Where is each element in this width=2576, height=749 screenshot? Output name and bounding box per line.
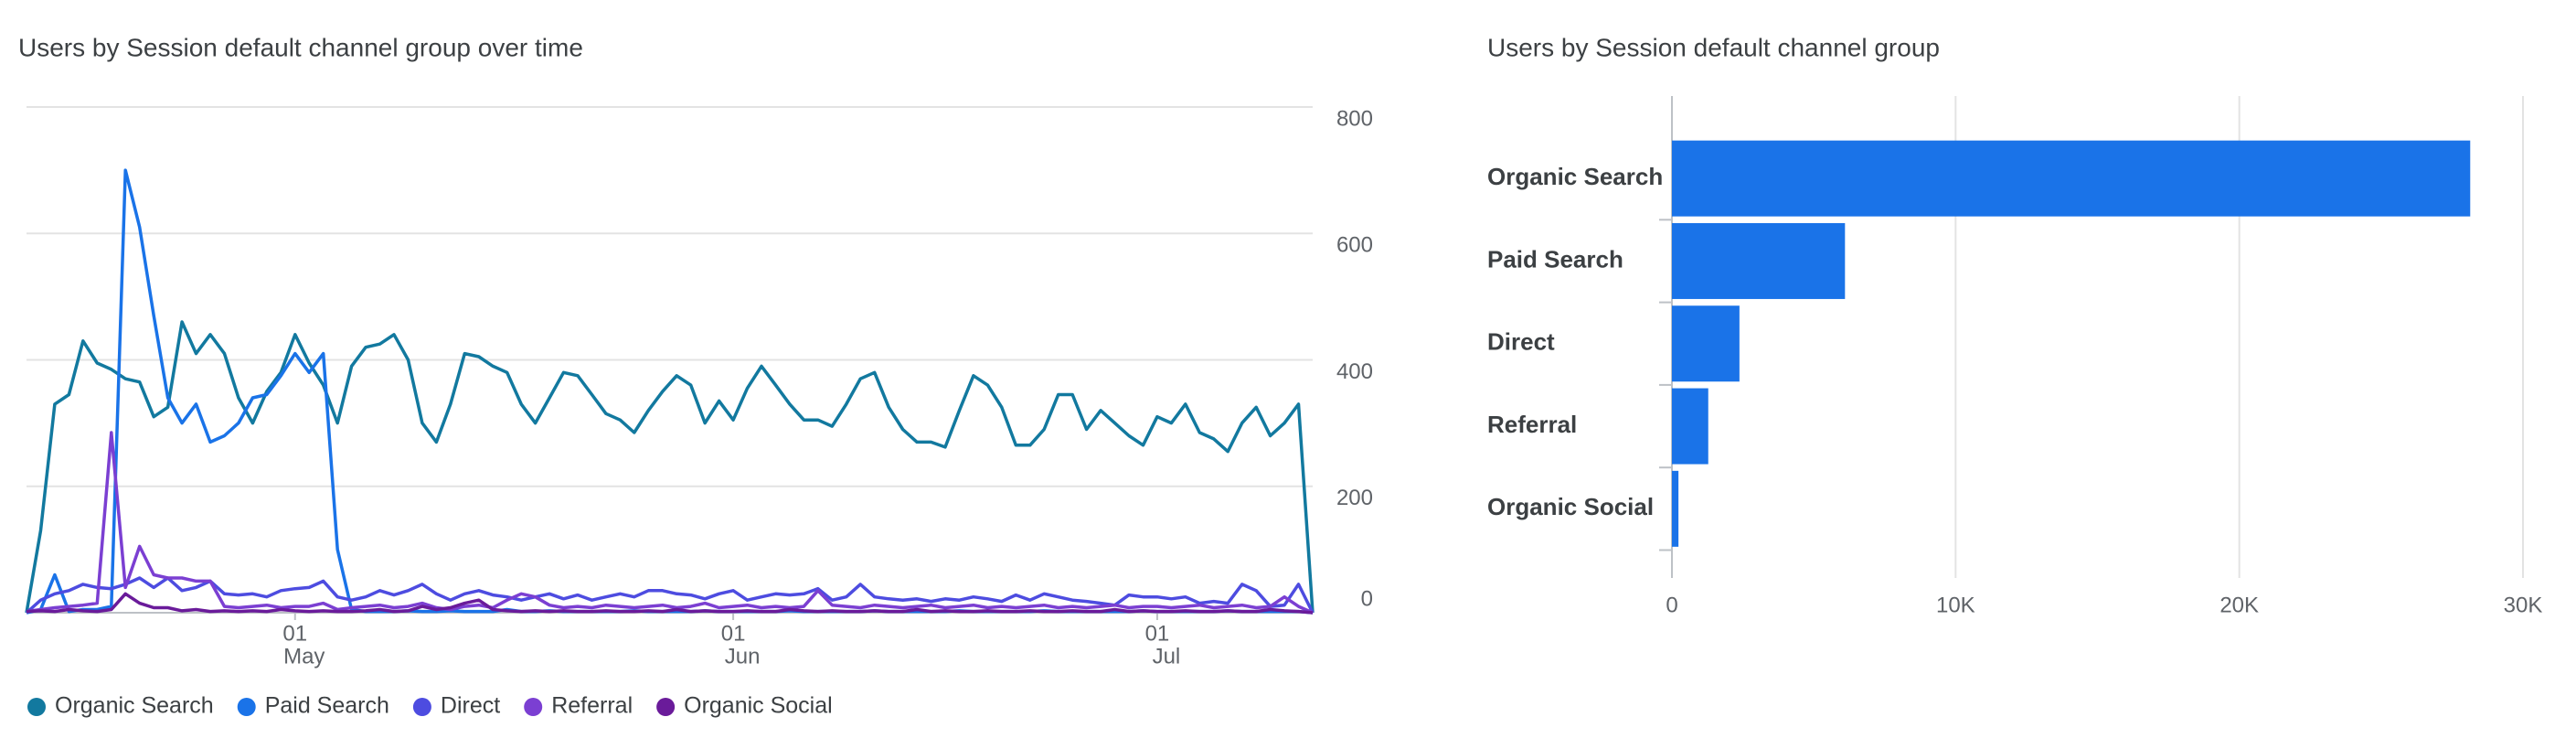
legend-label: Organic Social	[684, 693, 833, 719]
legend-marker	[524, 698, 543, 716]
x-tick-label: 10K	[1936, 593, 1975, 617]
bar	[1672, 470, 1679, 547]
x-tick-label: 01	[721, 621, 746, 646]
legend-marker	[27, 698, 46, 716]
series-line	[26, 168, 1314, 615]
x-tick-label: 01	[1145, 621, 1170, 646]
legend-label: Organic Search	[55, 693, 214, 719]
x-tick-label: 20K	[2219, 593, 2259, 617]
y-tick-label: 400	[1336, 359, 1373, 384]
line-chart-title: Users by Session default channel group o…	[18, 33, 583, 61]
category-label: Paid Search	[1487, 245, 1623, 273]
series-line	[25, 576, 1315, 615]
x-tick-label: 0	[1666, 593, 1677, 617]
bar	[1672, 140, 2471, 217]
series-line	[26, 431, 1314, 615]
category-label: Organic Search	[1487, 163, 1663, 190]
x-tick-month: Jul	[1153, 644, 1181, 669]
y-tick-label: 0	[1361, 586, 1373, 611]
legend-marker	[412, 698, 431, 716]
series-line	[26, 592, 1314, 615]
bar-chart-title: Users by Session default channel group	[1487, 33, 1940, 61]
legend-label: Paid Search	[265, 693, 389, 719]
series-line	[25, 320, 1315, 614]
x-tick-label: 01	[282, 621, 307, 646]
bar	[1672, 305, 1740, 382]
y-tick-label: 600	[1336, 233, 1373, 258]
legend-marker	[237, 698, 256, 716]
y-tick-label: 200	[1336, 486, 1373, 510]
legend-marker	[656, 698, 676, 716]
bar	[1672, 222, 1846, 299]
x-tick-label: 30K	[2504, 593, 2543, 617]
y-tick-label: 800	[1336, 106, 1373, 131]
legend-label: Direct	[441, 693, 500, 719]
category-label: Direct	[1487, 328, 1555, 356]
category-label: Organic Social	[1487, 493, 1654, 520]
bar	[1672, 388, 1708, 465]
x-tick-month: May	[283, 644, 325, 669]
legend-label: Referral	[551, 693, 633, 719]
x-tick-month: Jun	[725, 644, 761, 669]
category-label: Referral	[1487, 411, 1577, 438]
